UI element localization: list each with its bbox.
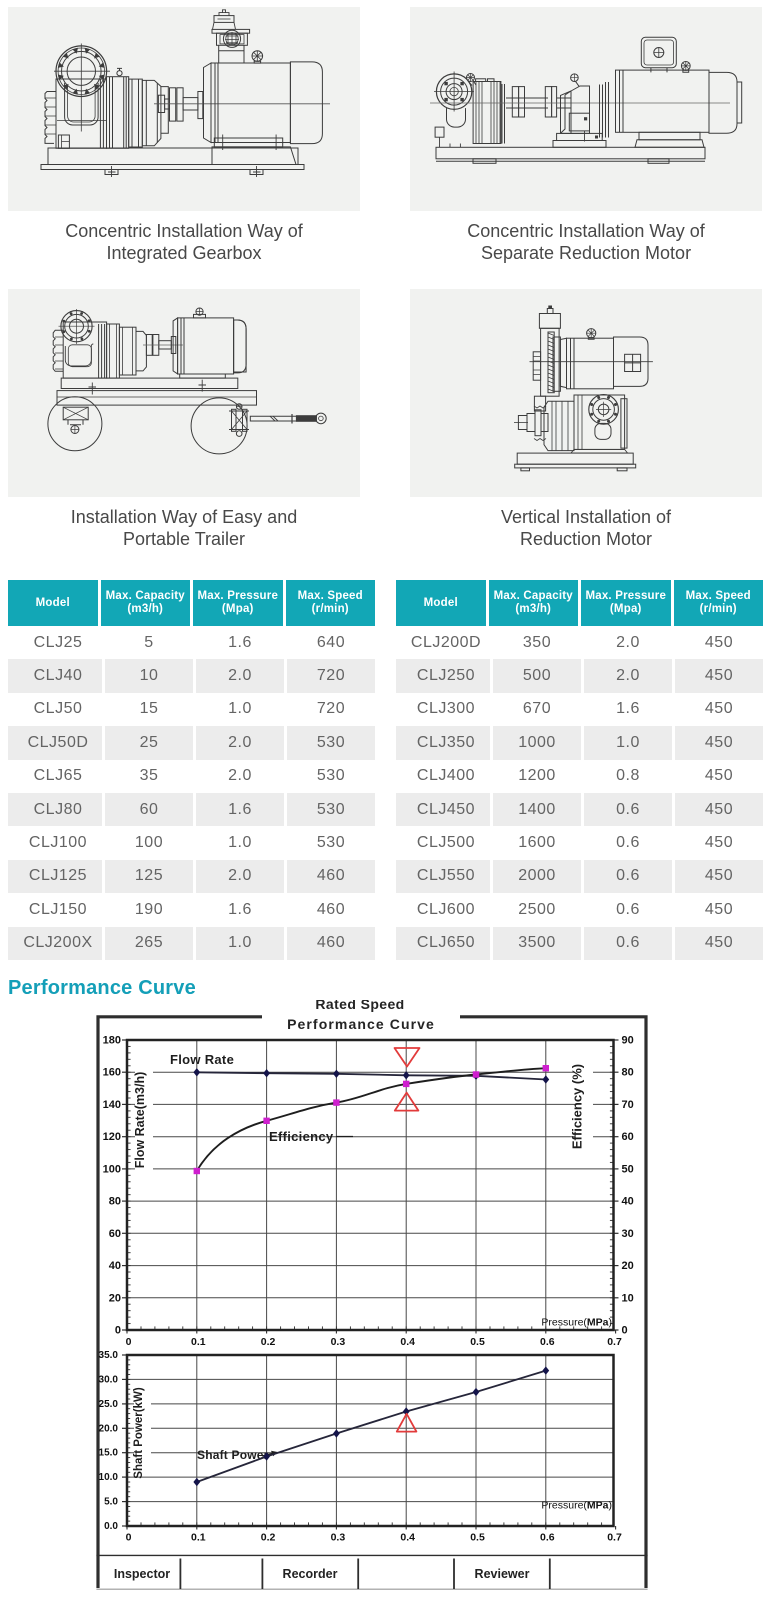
svg-text:120: 120	[103, 1131, 121, 1143]
svg-text:60: 60	[622, 1131, 634, 1143]
svg-text:Flow Rate: Flow Rate	[170, 1052, 234, 1067]
svg-text:0.6: 0.6	[540, 1336, 555, 1348]
svg-text:20: 20	[622, 1260, 634, 1272]
svg-text:30.0: 30.0	[99, 1374, 119, 1385]
svg-text:0.5: 0.5	[470, 1532, 485, 1544]
svg-text:180: 180	[103, 1035, 121, 1047]
svg-text:0.2: 0.2	[261, 1532, 276, 1544]
svg-text:0.3: 0.3	[331, 1532, 346, 1544]
svg-text:0.6: 0.6	[540, 1532, 555, 1544]
svg-text:0.0: 0.0	[104, 1521, 118, 1532]
svg-text:80: 80	[109, 1196, 121, 1208]
svg-text:140: 140	[103, 1099, 121, 1111]
svg-text:Pressure(MPa): Pressure(MPa)	[541, 1317, 612, 1329]
svg-text:90: 90	[622, 1035, 634, 1047]
svg-text:0: 0	[126, 1532, 132, 1544]
svg-text:15.0: 15.0	[99, 1448, 119, 1459]
svg-text:40: 40	[109, 1260, 121, 1272]
svg-text:10: 10	[622, 1292, 634, 1304]
svg-text:Efficiency: Efficiency	[269, 1129, 334, 1144]
svg-text:0.3: 0.3	[331, 1336, 346, 1348]
svg-text:40: 40	[622, 1196, 634, 1208]
svg-text:25.0: 25.0	[99, 1399, 119, 1410]
svg-text:Recorder: Recorder	[283, 1567, 338, 1581]
svg-text:Inspector: Inspector	[114, 1567, 170, 1581]
svg-text:Reviewer: Reviewer	[475, 1567, 530, 1581]
svg-text:0.7: 0.7	[607, 1336, 622, 1348]
svg-text:60: 60	[109, 1228, 121, 1240]
svg-text:Performance Curve: Performance Curve	[287, 1016, 435, 1032]
svg-text:0.7: 0.7	[607, 1532, 622, 1544]
svg-text:0: 0	[126, 1336, 132, 1348]
svg-text:100: 100	[103, 1163, 121, 1175]
svg-text:5.0: 5.0	[104, 1497, 118, 1508]
svg-text:Rated Speed: Rated Speed	[315, 1000, 404, 1012]
svg-text:80: 80	[622, 1067, 634, 1079]
svg-text:30: 30	[622, 1228, 634, 1240]
svg-text:0: 0	[115, 1325, 121, 1337]
svg-text:Pressure(MPa): Pressure(MPa)	[541, 1500, 612, 1512]
svg-text:Shaft Power: Shaft Power	[197, 1448, 269, 1462]
svg-text:0.1: 0.1	[191, 1336, 206, 1348]
svg-text:0.2: 0.2	[261, 1336, 276, 1348]
svg-text:Flow Rate(m3/h): Flow Rate(m3/h)	[133, 1072, 147, 1169]
svg-text:0.1: 0.1	[191, 1532, 206, 1544]
svg-text:70: 70	[622, 1099, 634, 1111]
svg-text:0.4: 0.4	[400, 1532, 415, 1544]
svg-text:0.5: 0.5	[470, 1336, 485, 1348]
svg-text:0: 0	[622, 1325, 628, 1337]
svg-text:10.0: 10.0	[99, 1472, 119, 1483]
svg-text:20.0: 20.0	[99, 1423, 119, 1434]
svg-text:20: 20	[109, 1292, 121, 1304]
svg-text:50: 50	[622, 1163, 634, 1175]
svg-text:35.0: 35.0	[99, 1350, 119, 1361]
svg-text:160: 160	[103, 1067, 121, 1079]
svg-text:Shaft Power(kW): Shaft Power(kW)	[133, 1387, 145, 1479]
svg-text:Efficiency (%): Efficiency (%)	[570, 1064, 585, 1149]
svg-text:0.4: 0.4	[400, 1336, 415, 1348]
